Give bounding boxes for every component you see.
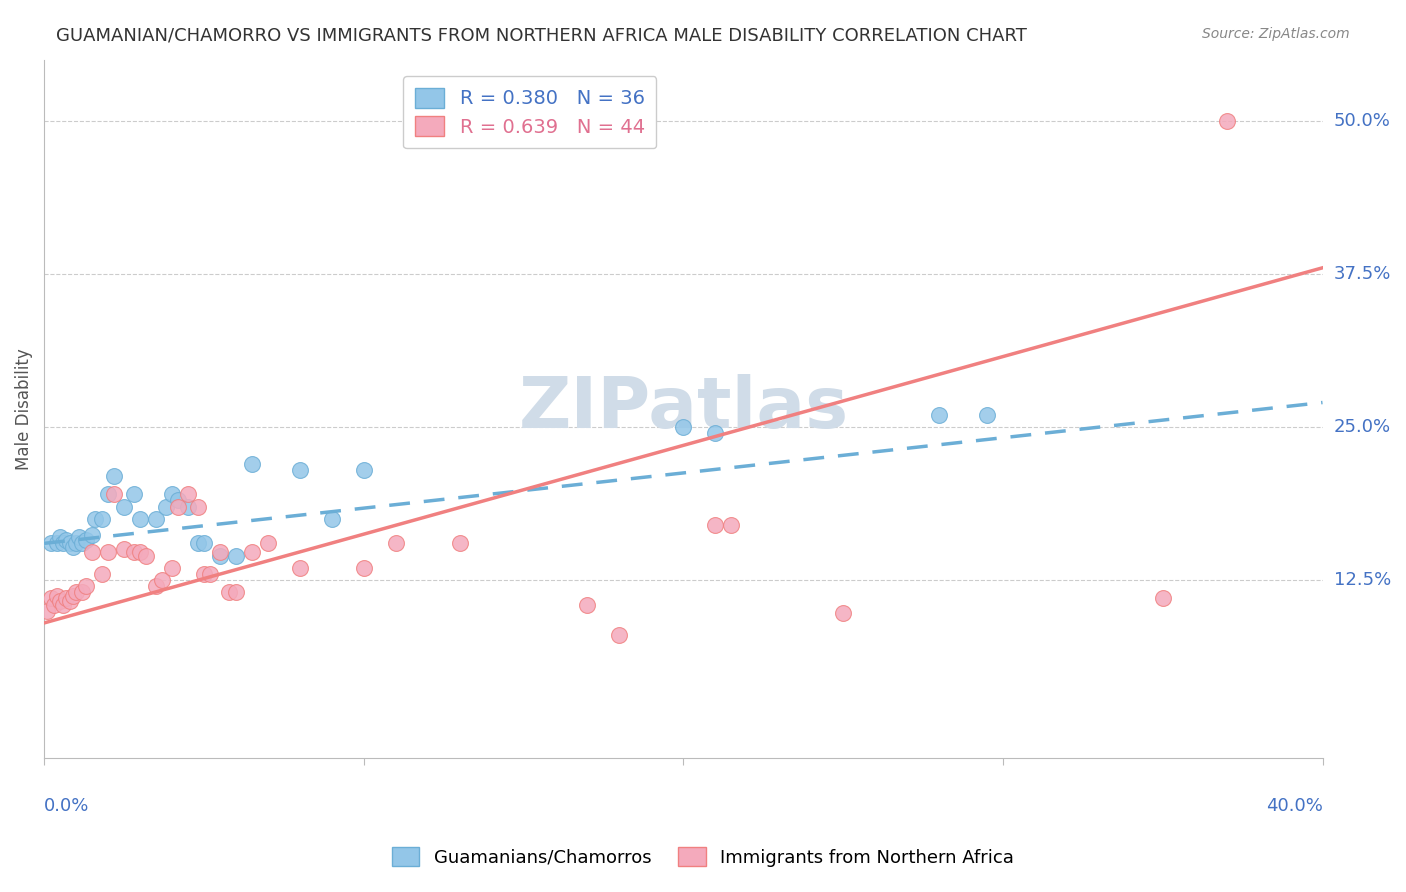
Point: [72, 536, 94, 550]
Point: [75, 579, 97, 593]
Point: [321, 512, 343, 526]
Point: [59, 536, 82, 550]
Legend: R = 0.380   N = 36, R = 0.639   N = 44: R = 0.380 N = 36, R = 0.639 N = 44: [404, 77, 657, 148]
Point: [72, 585, 94, 599]
Point: [186, 500, 208, 514]
Point: [832, 606, 855, 620]
Point: [45, 589, 67, 603]
Point: [37, 604, 59, 618]
Point: [103, 487, 125, 501]
Point: [704, 518, 727, 533]
Point: [288, 463, 311, 477]
Text: 0.0%: 0.0%: [44, 797, 90, 814]
Point: [353, 561, 375, 575]
Point: [145, 512, 167, 526]
Point: [122, 545, 145, 559]
Point: [167, 493, 190, 508]
Point: [218, 585, 240, 599]
Point: [240, 545, 263, 559]
Point: [112, 500, 135, 514]
Point: [167, 500, 190, 514]
Text: 12.5%: 12.5%: [1334, 571, 1391, 589]
Point: [52, 536, 75, 550]
Point: [55, 591, 77, 606]
Point: [103, 469, 125, 483]
Point: [84, 512, 107, 526]
Point: [129, 512, 152, 526]
Point: [135, 549, 157, 563]
Text: 37.5%: 37.5%: [1334, 265, 1391, 283]
Point: [193, 566, 215, 581]
Point: [1152, 591, 1174, 606]
Point: [62, 589, 84, 603]
Point: [145, 579, 167, 593]
Point: [609, 628, 631, 642]
Point: [97, 545, 120, 559]
Point: [976, 408, 998, 422]
Point: [90, 512, 112, 526]
Point: [928, 408, 950, 422]
Point: [80, 545, 103, 559]
Point: [112, 542, 135, 557]
Point: [576, 598, 599, 612]
Point: [177, 500, 200, 514]
Point: [65, 536, 87, 550]
Point: [384, 536, 406, 550]
Point: [200, 566, 222, 581]
Point: [449, 536, 471, 550]
Legend: Guamanians/Chamorros, Immigrants from Northern Africa: Guamanians/Chamorros, Immigrants from No…: [385, 840, 1021, 874]
Y-axis label: Male Disability: Male Disability: [15, 348, 32, 469]
Point: [720, 518, 742, 533]
Point: [240, 457, 263, 471]
Point: [353, 463, 375, 477]
Point: [177, 487, 200, 501]
Point: [225, 549, 247, 563]
Point: [55, 533, 77, 547]
Text: ZIPatlas: ZIPatlas: [519, 374, 848, 443]
Point: [45, 536, 67, 550]
Point: [59, 594, 82, 608]
Point: [62, 540, 84, 554]
Point: [186, 536, 208, 550]
Point: [52, 598, 75, 612]
Text: 40.0%: 40.0%: [1265, 797, 1323, 814]
Point: [67, 530, 90, 544]
Point: [208, 549, 231, 563]
Point: [90, 566, 112, 581]
Point: [97, 487, 120, 501]
Point: [256, 536, 278, 550]
Text: 50.0%: 50.0%: [1334, 112, 1391, 130]
Text: Source: ZipAtlas.com: Source: ZipAtlas.com: [1202, 27, 1350, 41]
Point: [704, 426, 727, 441]
Point: [1215, 113, 1237, 128]
Text: GUAMANIAN/CHAMORRO VS IMMIGRANTS FROM NORTHERN AFRICA MALE DISABILITY CORRELATIO: GUAMANIAN/CHAMORRO VS IMMIGRANTS FROM NO…: [56, 27, 1028, 45]
Point: [288, 561, 311, 575]
Point: [39, 591, 62, 606]
Point: [225, 585, 247, 599]
Point: [75, 533, 97, 547]
Point: [160, 561, 183, 575]
Text: 25.0%: 25.0%: [1334, 418, 1391, 436]
Point: [80, 528, 103, 542]
Point: [42, 598, 65, 612]
Point: [150, 573, 173, 587]
Point: [208, 545, 231, 559]
Point: [122, 487, 145, 501]
Point: [129, 545, 152, 559]
Point: [160, 487, 183, 501]
Point: [39, 536, 62, 550]
Point: [155, 500, 177, 514]
Point: [672, 420, 695, 434]
Point: [193, 536, 215, 550]
Point: [49, 530, 72, 544]
Point: [65, 585, 87, 599]
Point: [49, 594, 72, 608]
